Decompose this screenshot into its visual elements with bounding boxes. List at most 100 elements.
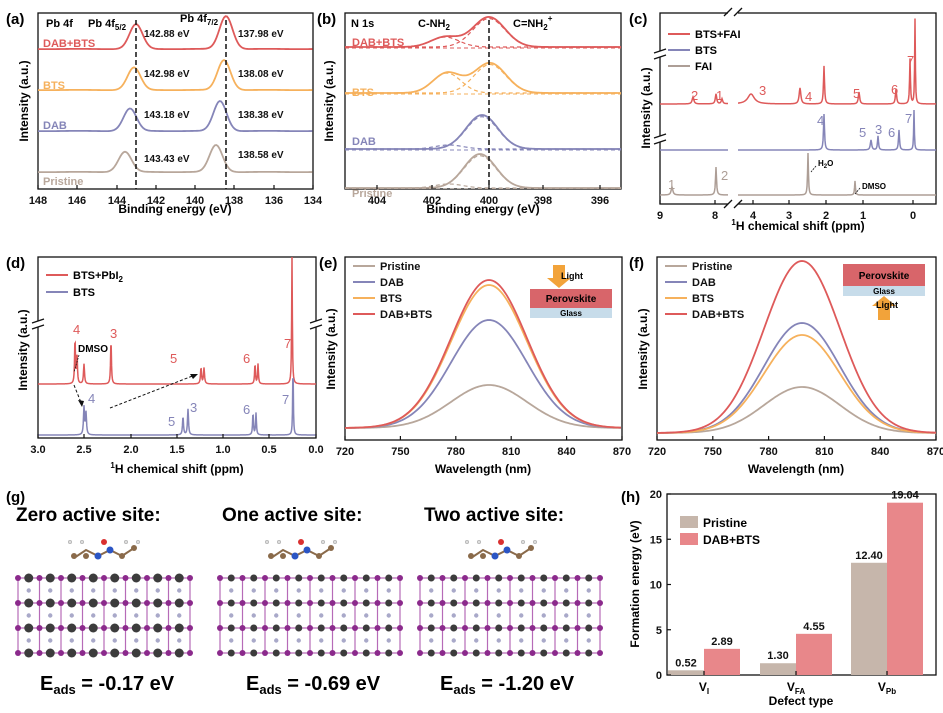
x-tick-label: 750 <box>704 446 722 458</box>
y-break-gap <box>30 321 46 327</box>
x-axis-ticks: 3.0 2.5 2.0 1.5 1.0 0.5 0.0 <box>30 434 324 456</box>
lead-atom <box>295 599 303 607</box>
x-tick-label: 398 <box>534 195 552 207</box>
n1s-fit-curve <box>345 17 621 48</box>
fa-cation <box>451 613 456 618</box>
carbon-atom <box>516 553 522 559</box>
iodine-atom <box>122 575 129 581</box>
lead-atom <box>340 574 348 582</box>
lead-atom <box>362 624 370 632</box>
lead-atom <box>153 598 163 608</box>
iodine-atom <box>144 575 150 581</box>
glass-layer <box>843 286 925 296</box>
fa-cation <box>26 613 31 618</box>
peak-number: 7 <box>905 111 912 126</box>
iodine-atom <box>574 600 581 606</box>
panel-c-label: (c) <box>629 11 647 28</box>
iodine-atom <box>462 600 468 606</box>
fa-cation <box>564 638 569 643</box>
lead-atom <box>110 573 120 583</box>
x-tick-label: 2 <box>823 210 829 222</box>
lead-atom <box>450 649 458 657</box>
x-tick-label: 750 <box>391 446 409 458</box>
lead-atom <box>250 649 258 657</box>
y-break-mark <box>653 54 667 60</box>
x-tick-label: 840 <box>871 446 889 458</box>
n1s-fit-curve <box>345 63 621 94</box>
lead-atom <box>110 598 120 608</box>
lead-atom <box>24 648 34 658</box>
lead-atom <box>272 574 280 582</box>
iodine-atom <box>597 600 603 606</box>
lead-atom <box>67 648 77 658</box>
iodine-atom <box>552 600 558 606</box>
shift-arrow <box>109 374 196 409</box>
nmr-spectrum-bts-pbi2 <box>38 257 316 385</box>
pl-curve-dab <box>345 319 622 429</box>
iodine-atom <box>165 625 172 631</box>
energy-label: 143.43 eV <box>144 154 190 165</box>
oxygen-atom <box>101 539 107 545</box>
xps-curve-dab <box>38 100 313 133</box>
lead-atom <box>227 574 235 582</box>
pl-curve-dab+bts <box>657 260 936 434</box>
lead-atom <box>131 598 141 608</box>
light-arrow-shaft <box>878 306 890 320</box>
category-main: V <box>699 680 707 694</box>
adsorption-structures <box>15 539 603 658</box>
lead-atom <box>153 623 163 633</box>
nitrogen-atom <box>491 552 499 560</box>
x-category-label: VI <box>699 680 709 696</box>
lead-atom <box>227 624 235 632</box>
lead-atom <box>174 648 184 658</box>
iodine-atom <box>144 625 150 631</box>
fa-cation <box>319 588 324 593</box>
lead-atom <box>317 599 325 607</box>
legend-label: BTS <box>73 287 95 299</box>
iodine-atom <box>58 650 64 656</box>
x-break-mark <box>733 7 743 17</box>
y-break-gap <box>652 51 668 57</box>
iodine-atom <box>352 600 358 606</box>
lead-atom <box>88 623 98 633</box>
carbon-atom <box>71 553 77 559</box>
lead-atom <box>88 648 98 658</box>
light-arrow-head <box>872 296 896 306</box>
iodine-atom <box>439 625 446 631</box>
iodine-atom <box>15 575 21 581</box>
dmso-label: DMSO <box>78 344 108 355</box>
structure-title-zero: Zero active site: <box>16 505 161 526</box>
lead-atom <box>385 574 393 582</box>
iodine-atom <box>597 650 603 656</box>
glass-layer <box>530 308 612 318</box>
iodine-atom <box>239 575 246 581</box>
lead-atom <box>153 573 163 583</box>
plot-frame <box>344 256 623 441</box>
lead-atom <box>317 624 325 632</box>
fa-cation <box>229 588 234 593</box>
iodine-atom <box>101 575 107 581</box>
plot-frame <box>656 256 937 441</box>
x-tick-label: 1.5 <box>169 444 184 456</box>
light-label: Light <box>876 300 898 310</box>
lead-atom <box>540 574 548 582</box>
fa-cation <box>177 638 182 643</box>
legend-label: BTS+PbI2 <box>73 270 124 284</box>
x-break-mark <box>723 7 733 17</box>
x-tick-label: 870 <box>927 446 943 458</box>
lead-atom <box>540 599 548 607</box>
fa-cation <box>155 588 160 593</box>
fa-cation <box>134 638 139 643</box>
x-axis-label: Wavelength (nm) <box>748 462 844 476</box>
energy-label: 142.88 eV <box>144 29 190 40</box>
iodine-atom <box>597 575 603 581</box>
lead-atom <box>562 624 570 632</box>
x-tick-label: 404 <box>368 195 387 207</box>
xps-curve-dab+bts <box>38 15 313 51</box>
fa-cation <box>364 588 369 593</box>
fa-cation <box>564 588 569 593</box>
glass-label: Glass <box>560 309 582 318</box>
lead-atom <box>317 574 325 582</box>
bar-dabbts-v-i <box>704 648 740 675</box>
